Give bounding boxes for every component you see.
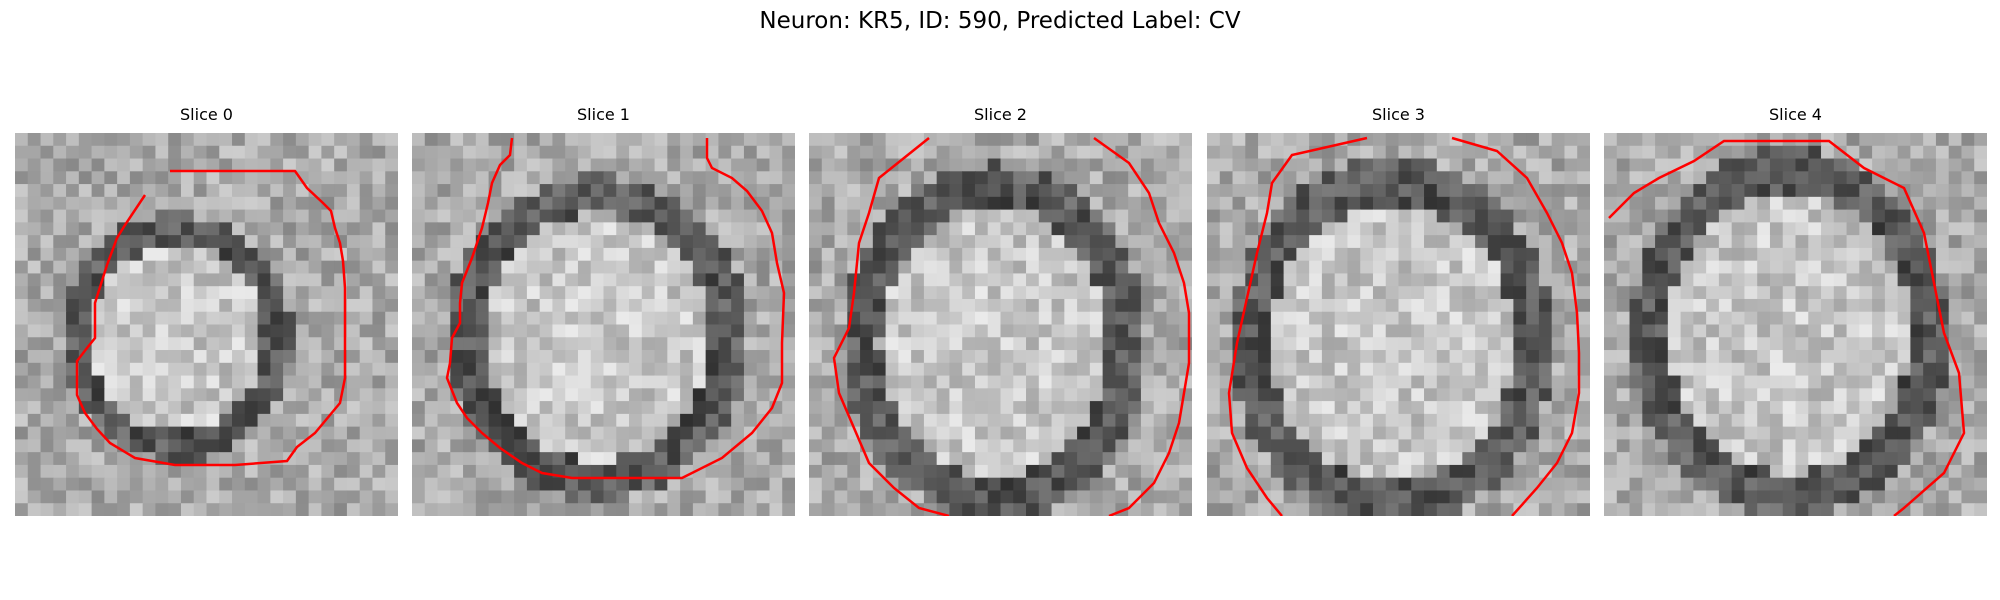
slice-title: Slice 4	[1769, 105, 1822, 124]
slice-image	[1604, 133, 1987, 516]
slice-image	[15, 133, 398, 516]
slice-title: Slice 3	[1372, 105, 1425, 124]
slice-title: Slice 0	[180, 105, 233, 124]
segmentation-contour	[832, 137, 950, 516]
segmentation-contour	[75, 169, 347, 467]
slice-image	[1207, 133, 1590, 516]
slice-title: Slice 1	[577, 105, 630, 124]
segmentation-contour	[1093, 136, 1191, 516]
slice-image	[412, 133, 795, 516]
segmentation-contour	[1451, 136, 1581, 516]
segmentation-contour	[1227, 136, 1368, 516]
slice-title: Slice 2	[974, 105, 1027, 124]
slice-image	[809, 133, 1192, 516]
segmentation-contour	[1608, 139, 1966, 516]
segmentation-contour	[445, 137, 786, 480]
figure-title: Neuron: KR5, ID: 590, Predicted Label: C…	[759, 8, 1241, 34]
